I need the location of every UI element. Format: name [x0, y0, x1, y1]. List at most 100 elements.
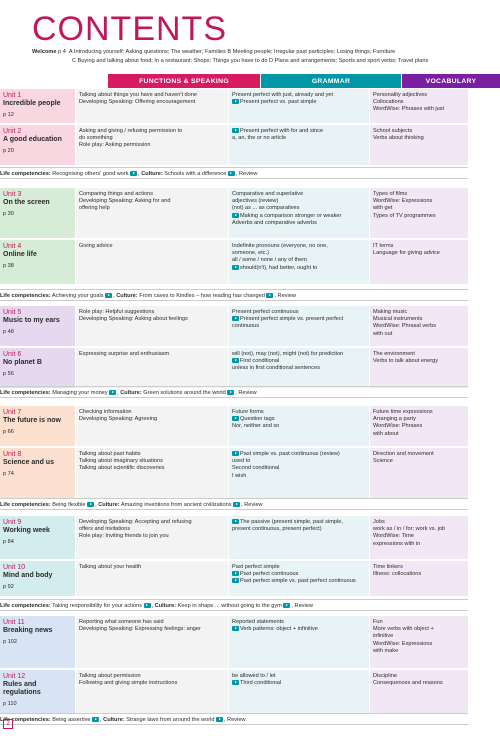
video-icon[interactable] — [130, 171, 138, 176]
grammar-text: continuous — [232, 323, 260, 330]
video-icon[interactable] — [232, 571, 239, 577]
video-icon[interactable] — [233, 502, 241, 507]
header-functions: FUNCTIONS & SPEAKING — [108, 74, 260, 88]
video-icon[interactable] — [232, 578, 239, 584]
header-grammar: GRAMMAR — [261, 74, 401, 88]
vocabulary-line: More verbs with object + — [373, 626, 465, 633]
grammar-line: be allowed to / let — [232, 673, 366, 680]
grammar-text: Past simple vs. past continuous (review) — [240, 451, 340, 457]
grammar-text: Comparative and superlative — [232, 191, 304, 197]
grammar-cell: Future forms Question tags Nor, neither an… — [229, 406, 369, 446]
grammar-line: Past perfect simple vs. past perfect con… — [232, 578, 366, 585]
vocabulary-line: Time linkers — [373, 564, 465, 571]
vocabulary-line: with make — [373, 648, 465, 655]
life-competencies-row: Life competencies: Recognising others' g… — [0, 167, 468, 179]
functions-line: Expressing surprise and enthusiasm — [79, 351, 225, 358]
grammar-text: should(n't), had better, ought to — [240, 264, 318, 271]
unit-title: Incredible people — [3, 100, 61, 107]
functions-text: Role play: Helpful suggestions — [79, 309, 155, 315]
vocabulary-text: Musical instruments — [373, 316, 423, 323]
life-value: Being flexible — [52, 502, 86, 508]
vocabulary-cell: Personality adjectives Collocations WordWi… — [370, 89, 468, 123]
unit-page: p 48 — [3, 329, 14, 335]
grammar-text: present continuous, present perfect) — [232, 526, 322, 533]
vocabulary-text: Making music — [373, 309, 408, 315]
video-icon[interactable] — [232, 212, 239, 218]
vocabulary-line: Collocations — [373, 99, 465, 106]
video-icon[interactable] — [227, 171, 235, 176]
grammar-text: Future forms — [232, 409, 264, 415]
review-label[interactable]: Review — [238, 390, 257, 396]
review-label[interactable]: Review — [227, 717, 246, 723]
grammar-cell: Present perfect with just, already and y… — [229, 89, 369, 123]
review-label[interactable]: Review — [239, 171, 258, 177]
unit-number: Unit 10 — [3, 564, 26, 571]
video-icon[interactable] — [232, 519, 239, 524]
vocabulary-text: Consequences and reasons — [373, 680, 443, 687]
vocabulary-text: Direction and movement — [373, 451, 434, 457]
vocabulary-cell: Future time expressions Arranging a party… — [370, 406, 468, 446]
vocabulary-text: IT terms — [373, 243, 394, 249]
grammar-line: Past perfect simple — [232, 564, 366, 571]
review-label[interactable]: Review — [244, 502, 263, 508]
culture-label: Culture: — [154, 603, 177, 609]
video-icon[interactable] — [232, 451, 239, 456]
life-label: Life competencies: — [0, 603, 51, 609]
grammar-text: be allowed to / let — [232, 673, 276, 679]
functions-cell: Expressing surprise and enthusiasm — [76, 348, 228, 388]
video-icon[interactable] — [105, 293, 113, 298]
video-icon[interactable] — [92, 717, 100, 722]
video-icon[interactable] — [109, 390, 117, 395]
grammar-line: Present perfect simple vs. present perfe… — [232, 316, 366, 323]
grammar-line: Adverbs and comparative adverbs — [232, 220, 366, 227]
video-icon[interactable] — [232, 316, 239, 322]
grammar-cell: Indefinite pronouns (everyone, no one, so… — [229, 240, 369, 284]
unit-row: Unit 4 Online life p 38 Giving advice Indefi… — [0, 240, 468, 284]
video-icon[interactable] — [232, 680, 239, 686]
video-icon[interactable] — [266, 293, 274, 298]
grammar-cell: be allowed to / let Third conditional — [229, 670, 369, 714]
vocabulary-text: infinitive — [373, 633, 394, 640]
vocabulary-line: Verbs to talk about energy — [373, 358, 465, 365]
unit-number: Unit 6 — [3, 351, 22, 358]
video-icon[interactable] — [216, 717, 224, 722]
video-icon[interactable] — [283, 603, 291, 608]
grammar-cell: Reported statements Verb patterns: object… — [229, 616, 369, 668]
grammar-text: will (not), may (not), might (not) for p… — [232, 351, 344, 357]
vocabulary-line: Verbs about thinking — [373, 135, 465, 142]
vocabulary-line: IT terms — [373, 243, 465, 250]
unit-info: Unit 7 The future is now p 66 — [0, 406, 75, 446]
vocabulary-text: The environment — [373, 351, 415, 357]
video-icon[interactable] — [232, 416, 239, 422]
life-label: Life competencies: — [0, 502, 51, 508]
grammar-text: Second conditional — [232, 465, 280, 472]
vocabulary-text: Time linkers — [373, 564, 403, 570]
video-icon[interactable] — [227, 390, 235, 395]
functions-text: Developing Speaking: Offering encouragem… — [79, 99, 196, 106]
unit-title: Online life — [3, 251, 37, 258]
video-icon[interactable] — [143, 603, 151, 608]
grammar-cell: Past perfect simple Past perfect continuo… — [229, 561, 369, 596]
vocabulary-text: Personality adjectives — [373, 92, 428, 98]
vocabulary-text: WordWise: Expressions — [373, 198, 433, 205]
vocabulary-cell: Making music Musical instruments WordWise:… — [370, 306, 468, 346]
functions-text: Expressing surprise and enthusiasm — [79, 351, 170, 357]
review-label[interactable]: Review — [277, 293, 296, 299]
vocabulary-cell: Time linkers Illness: collocations — [370, 561, 468, 596]
video-icon[interactable] — [232, 358, 239, 364]
life-value: Managing your money — [52, 390, 108, 396]
video-icon[interactable] — [87, 502, 95, 507]
video-icon[interactable] — [232, 626, 239, 632]
video-icon[interactable] — [232, 128, 239, 133]
vocabulary-cell: Types of films WordWise: Expressions with … — [370, 188, 468, 238]
video-icon[interactable] — [232, 99, 239, 105]
functions-line: Talking about your health — [79, 564, 225, 571]
grammar-line: someone, etc.) — [232, 250, 366, 257]
functions-cell: Asking and giving / refusing permission … — [76, 125, 228, 165]
functions-line: offers and invitations — [79, 526, 225, 533]
vocabulary-text: work as / in / for; work vs. job — [373, 526, 446, 533]
video-icon[interactable] — [232, 264, 239, 270]
vocabulary-text: Types of TV programmes — [373, 212, 436, 219]
review-label[interactable]: Review — [294, 603, 313, 609]
unit-title: A good education — [3, 136, 62, 143]
